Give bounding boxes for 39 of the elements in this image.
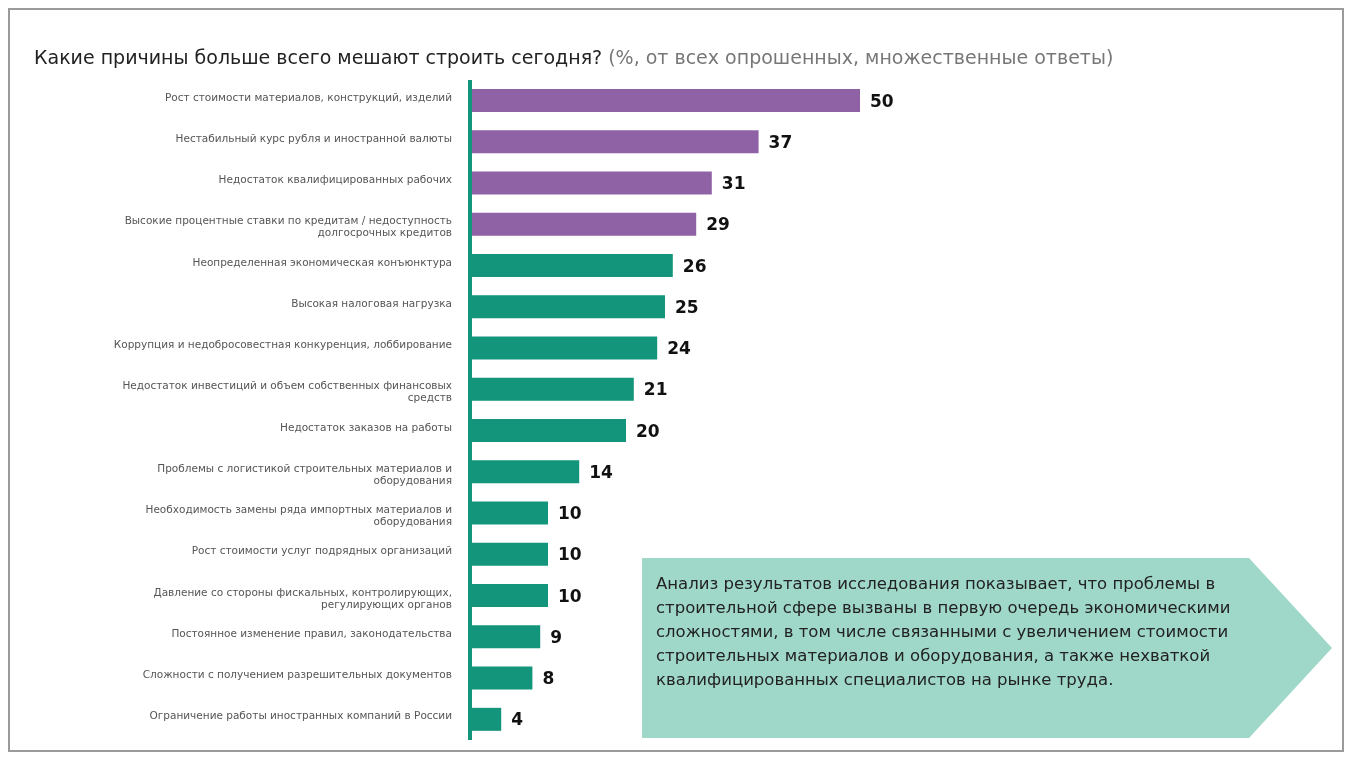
data-label: 31 bbox=[721, 173, 746, 194]
y-tick-label: Необходимость замены ряда импортных материалов и оборудования bbox=[145, 503, 452, 528]
y-tick-label: Рост стоимости материалов, конструкций, изделий bbox=[164, 90, 452, 103]
y-tick-label: Постоянное изменение правил, законодательства bbox=[171, 626, 452, 639]
data-label: 4 bbox=[511, 709, 524, 730]
data-label: 10 bbox=[558, 585, 582, 606]
y-tick-label: Высокие процентные ставки по кредитам / недоступность долгосрочных кредитов bbox=[124, 214, 452, 239]
data-label: 9 bbox=[550, 626, 563, 647]
annotation: Анализ результатов исследования показывает, что проблемы в строительной сфере вызваны в первую очередь экономическими сложностями, в том числе связанными с увеличением стоимости строительных материалов и оборудования, а также нехваткой квалифицированных специалистов на рынке труда. bbox=[655, 573, 1232, 691]
data-label: 29 bbox=[706, 214, 730, 235]
data-label: 24 bbox=[667, 338, 692, 359]
y-tick-label: Высокая налоговая нагрузка bbox=[291, 296, 452, 309]
y-tick-label: Проблемы с логистикой строительных материалов и оборудования bbox=[157, 461, 452, 486]
data-label: 10 bbox=[558, 544, 582, 565]
data-label: 37 bbox=[768, 131, 793, 152]
y-tick-label: Давление со стороны фискальных, контролирующих, регулирующих органов bbox=[153, 585, 452, 610]
bar bbox=[470, 171, 712, 195]
y-tick-label: Рост стоимости услуг подрядных организаций bbox=[191, 544, 452, 557]
bar bbox=[470, 89, 860, 113]
bar bbox=[470, 130, 759, 154]
data-label: 26 bbox=[682, 255, 707, 276]
data-label: 21 bbox=[643, 379, 668, 400]
data-label: 50 bbox=[870, 90, 894, 111]
y-tick-label: Ограничение работы иностранных компаний в России bbox=[149, 709, 452, 722]
bar bbox=[470, 212, 697, 236]
y-tick-label: Сложности с получением разрешительных документов bbox=[142, 668, 452, 681]
y-tick-label: Недостаток заказов на работы bbox=[280, 420, 452, 433]
data-label: 25 bbox=[675, 296, 699, 317]
y-tick-label: Нестабильный курс рубля и иностранной валюты bbox=[175, 131, 452, 144]
data-label: 20 bbox=[636, 420, 660, 441]
chart-title: Какие причины больше всего мешают строить сегодня? bbox=[34, 46, 603, 68]
data-label: 10 bbox=[558, 503, 582, 524]
chart-subtitle: (%, от всех опрошенных, множественные ответы) bbox=[608, 46, 1114, 68]
y-tick-label: Неопределенная экономическая конъюнктура bbox=[192, 255, 452, 268]
y-tick-label: Коррупция и недобросовестная конкуренция, лоббирование bbox=[113, 338, 452, 351]
data-label: 8 bbox=[542, 668, 555, 689]
y-tick-label: Недостаток инвестиций и объем собственных финансовых средств bbox=[122, 379, 452, 404]
data-label: 14 bbox=[589, 461, 614, 482]
y-tick-label: Недостаток квалифицированных рабочих bbox=[218, 173, 452, 186]
